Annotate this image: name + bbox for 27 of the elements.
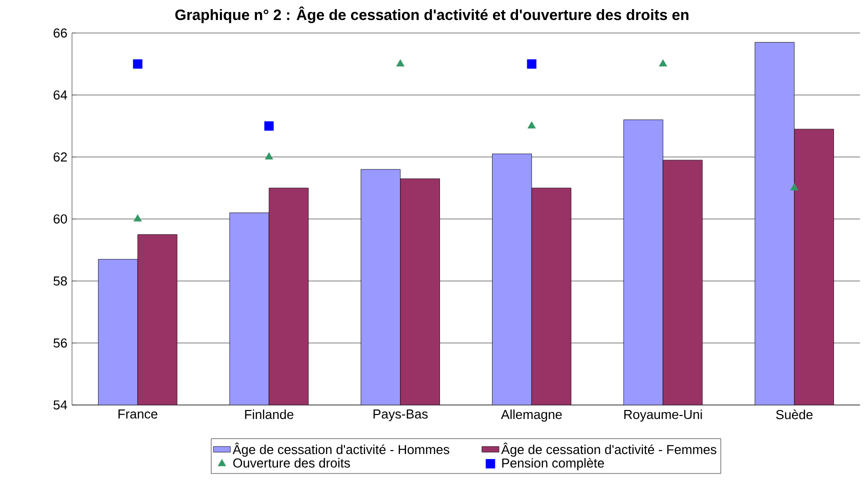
y-tick-label: 66 — [54, 28, 67, 38]
x-tick-label: Royaume-Uni — [624, 410, 702, 422]
point — [264, 152, 274, 160]
point — [132, 59, 142, 69]
legend-label: Ouverture des droits — [233, 458, 350, 468]
y-tick-label: 64 — [54, 90, 68, 100]
x-tick-label: Allemagne — [500, 410, 562, 422]
point — [658, 59, 668, 66]
x-tick-label: Pays-Bas — [374, 410, 428, 422]
y-tick-label: 56 — [54, 338, 67, 348]
y-tick-label: 60 — [54, 214, 67, 224]
y-tick-label: 62 — [54, 152, 67, 162]
x-tick-label: Suède — [776, 410, 813, 420]
x-tick-label: Finlande — [245, 410, 294, 420]
point — [790, 183, 798, 190]
point — [134, 214, 142, 222]
point — [526, 59, 536, 69]
point — [528, 121, 536, 128]
point — [264, 121, 274, 131]
legend-label: Âge de cessation d'activité - Hommes — [232, 442, 450, 457]
chart-title: Graphique n° 2 : Âge de cessation d'activité et d'ouverture des droits en — [175, 6, 688, 24]
y-tick-label: 54 — [54, 400, 68, 410]
legend-label: Pension complète — [502, 458, 604, 470]
point — [396, 59, 404, 66]
x-tick-label: France — [118, 410, 158, 419]
legend-label: Âge de cessation d'activité - Femmes — [501, 442, 716, 457]
y-tick-label: 58 — [54, 276, 67, 286]
